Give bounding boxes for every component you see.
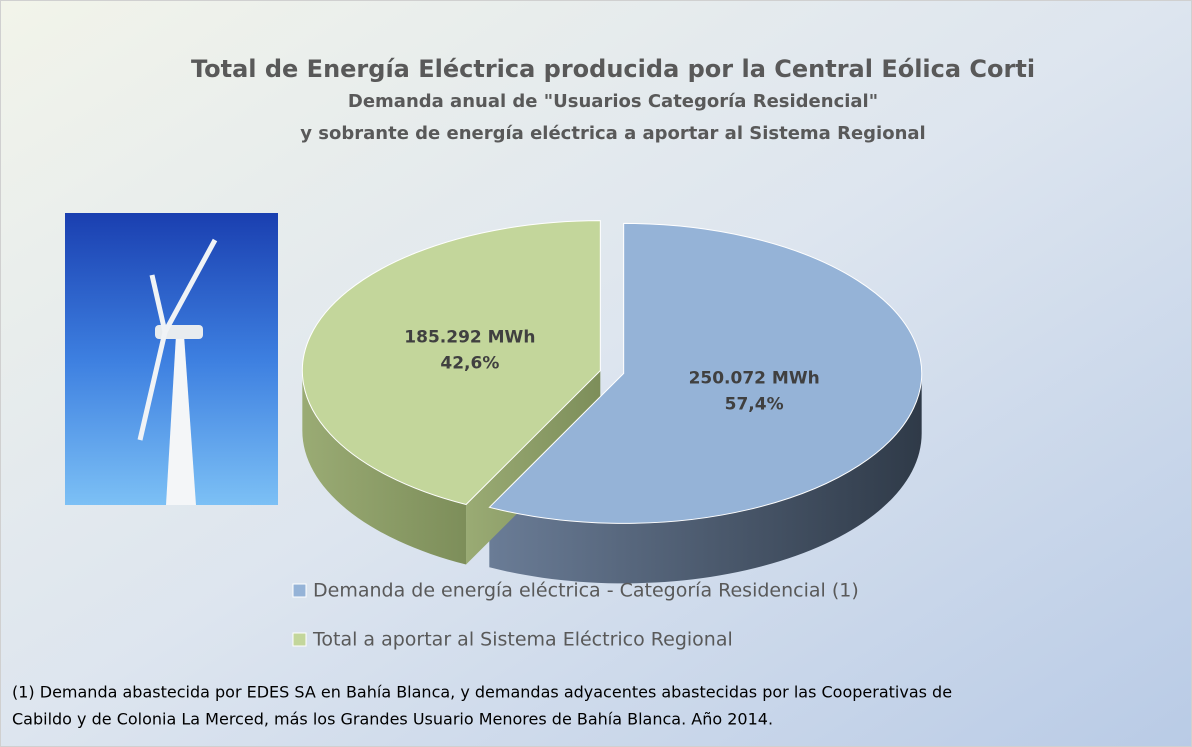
legend-swatch (293, 633, 306, 646)
footnote: Cabildo y de Colonia La Merced, más los … (12, 710, 773, 729)
legend-label: Total a aportar al Sistema Eléctrico Reg… (312, 629, 733, 651)
chart-title: Total de Energía Eléctrica producida por… (191, 55, 1035, 83)
chart-subtitle: Demanda anual de "Usuarios Categoría Res… (348, 91, 878, 112)
data-label: 250.072 MWh (689, 368, 820, 388)
footnote: (1) Demanda abastecida por EDES SA en Ba… (12, 683, 952, 702)
data-label: 42,6% (440, 354, 499, 374)
data-label: 57,4% (725, 394, 784, 414)
turbine-photo (65, 213, 278, 505)
legend-label: Demanda de energía eléctrica - Categoría… (313, 580, 859, 602)
legend-swatch (293, 584, 306, 597)
chart-subtitle: y sobrante de energía eléctrica a aporta… (300, 123, 925, 144)
chart: Total de Energía Eléctrica producida por… (0, 0, 1192, 747)
data-label: 185.292 MWh (404, 328, 535, 348)
